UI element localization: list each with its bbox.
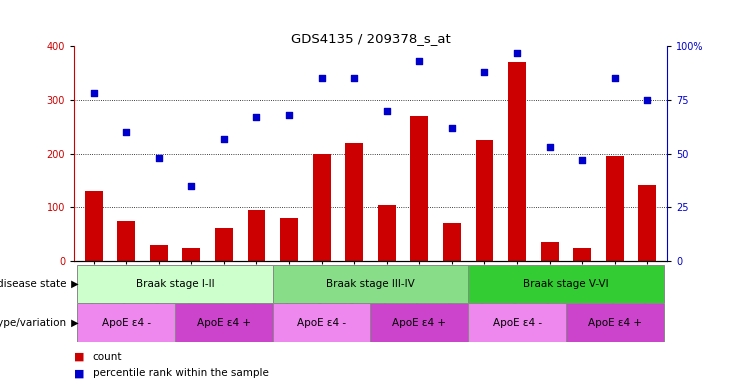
Text: Braak stage III-IV: Braak stage III-IV <box>326 279 415 289</box>
Point <box>413 58 425 64</box>
Text: ApoE ε4 -: ApoE ε4 - <box>493 318 542 328</box>
Text: ApoE ε4 +: ApoE ε4 + <box>392 318 446 328</box>
Text: disease state: disease state <box>0 279 67 289</box>
Point <box>120 129 132 135</box>
Bar <box>117 221 135 261</box>
Text: genotype/variation: genotype/variation <box>0 318 67 328</box>
Bar <box>476 140 494 261</box>
Text: Braak stage I-II: Braak stage I-II <box>136 279 214 289</box>
Bar <box>182 248 200 261</box>
Bar <box>273 303 370 342</box>
Bar <box>468 265 664 303</box>
Point <box>316 75 328 81</box>
Bar <box>468 303 566 342</box>
Point <box>185 183 197 189</box>
Point <box>479 69 491 75</box>
Bar <box>313 154 330 261</box>
Point <box>348 75 360 81</box>
Bar <box>639 185 657 261</box>
Point <box>446 125 458 131</box>
Point <box>576 157 588 163</box>
Bar <box>574 248 591 261</box>
Text: ApoE ε4 +: ApoE ε4 + <box>588 318 642 328</box>
Text: ■: ■ <box>74 368 88 379</box>
Bar <box>215 228 233 261</box>
Title: GDS4135 / 209378_s_at: GDS4135 / 209378_s_at <box>290 32 451 45</box>
Text: Braak stage V-VI: Braak stage V-VI <box>523 279 609 289</box>
Point <box>511 50 523 56</box>
Bar <box>411 116 428 261</box>
Bar <box>606 156 624 261</box>
Text: count: count <box>93 351 122 362</box>
Bar <box>150 245 167 261</box>
Point <box>283 112 295 118</box>
Point <box>250 114 262 120</box>
Point <box>381 108 393 114</box>
Bar <box>370 303 468 342</box>
Bar <box>175 303 273 342</box>
Bar <box>508 62 526 261</box>
Bar <box>541 242 559 261</box>
Bar <box>443 223 461 261</box>
Bar <box>280 218 298 261</box>
Bar <box>77 265 273 303</box>
Text: percentile rank within the sample: percentile rank within the sample <box>93 368 268 379</box>
Point <box>218 136 230 142</box>
Text: ApoE ε4 +: ApoE ε4 + <box>197 318 251 328</box>
Bar <box>247 210 265 261</box>
Bar <box>77 303 175 342</box>
Bar <box>378 205 396 261</box>
Text: ■: ■ <box>74 351 88 362</box>
Text: ▶: ▶ <box>68 279 79 289</box>
Point <box>87 90 99 96</box>
Point <box>153 155 165 161</box>
Text: ▶: ▶ <box>68 318 79 328</box>
Bar <box>84 191 102 261</box>
Text: ApoE ε4 -: ApoE ε4 - <box>102 318 150 328</box>
Bar <box>273 265 468 303</box>
Bar <box>345 143 363 261</box>
Point <box>642 97 654 103</box>
Bar <box>566 303 664 342</box>
Text: ApoE ε4 -: ApoE ε4 - <box>297 318 346 328</box>
Point <box>544 144 556 150</box>
Point <box>609 75 621 81</box>
